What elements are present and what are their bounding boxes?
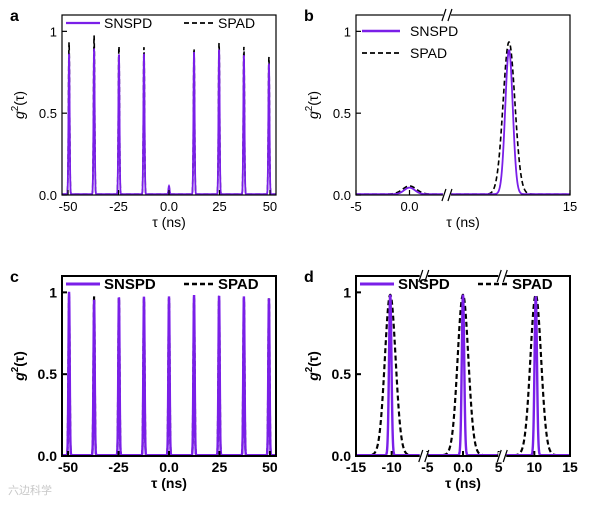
- series-spad-line: [356, 41, 570, 195]
- x-tick-label: -50: [59, 199, 78, 214]
- axis-break-gap: [419, 452, 428, 460]
- legend: SNSPD SPAD: [360, 276, 553, 293]
- y-axis-label: g2(τ): [304, 351, 321, 382]
- x-tick-label: -50: [58, 459, 78, 475]
- axis-break-mark: [502, 269, 508, 283]
- y-tick-label: 0.5: [39, 106, 57, 121]
- x-axis-label: τ (ns): [151, 475, 187, 491]
- panel-letter: a: [10, 8, 19, 25]
- panel-letter: b: [304, 8, 314, 25]
- y-tick-label: 0.5: [332, 366, 352, 382]
- axis-break-mark: [418, 449, 424, 463]
- legend-label-spad: SPAD: [512, 276, 553, 293]
- axis-break-gap: [442, 11, 451, 19]
- axis-break-mark: [496, 269, 502, 283]
- x-tick-label: 25: [212, 459, 228, 475]
- axis-break-mark: [441, 188, 447, 202]
- panel-d: d -15 -10 -5 0.0 5 10 15 0.0 0.5 1 τ (ns) g2(τ) SNSPD…: [304, 269, 578, 491]
- x-tick-label: 50: [262, 459, 278, 475]
- x-tick-label: 15: [562, 459, 578, 475]
- watermark: 六边科学: [8, 485, 52, 497]
- panel-letter: d: [304, 269, 314, 286]
- x-axis-label: τ (ns): [446, 214, 480, 230]
- x-tick-label: 15: [563, 199, 577, 214]
- y-tick-label: 0.0: [38, 448, 58, 464]
- axis-break-mark: [447, 188, 453, 202]
- y-tick-label: 1: [343, 284, 351, 300]
- y-tick-label: 0.5: [38, 366, 58, 382]
- x-tick-label: 0.0: [400, 199, 418, 214]
- x-tick-label: -25: [109, 199, 128, 214]
- legend-label-snspd: SNSPD: [104, 276, 156, 293]
- x-tick-label: -10: [382, 459, 402, 475]
- axis-break-mark: [441, 8, 447, 22]
- axis-break-gap: [442, 191, 451, 199]
- axis-break-gap: [498, 272, 507, 280]
- x-tick-label: -15: [346, 459, 366, 475]
- legend-label-spad: SPAD: [218, 276, 259, 293]
- axis-break-mark: [496, 449, 502, 463]
- axis-break-mark: [424, 449, 430, 463]
- legend-label-snspd: SNSPD: [104, 15, 152, 31]
- y-tick-label: 1: [49, 284, 57, 300]
- y-tick-label: 0.0: [332, 448, 352, 464]
- y-tick-label: 0.0: [333, 188, 351, 203]
- axis-break-gap: [419, 272, 428, 280]
- x-tick-label: 50: [263, 199, 277, 214]
- x-tick-label: 5: [495, 459, 503, 475]
- axis-break-mark: [424, 269, 430, 283]
- x-tick-label: -5: [421, 459, 434, 475]
- y-tick-label: 0.5: [333, 106, 351, 121]
- x-tick-label: 10: [527, 459, 543, 475]
- x-tick-label: 0.0: [453, 459, 473, 475]
- x-axis-label: τ (ns): [152, 214, 186, 230]
- legend-label-spad: SPAD: [218, 15, 255, 31]
- y-axis-label: g2(τ): [304, 91, 321, 119]
- y-axis-label: g2(τ): [10, 351, 27, 382]
- panel-a: a -50 -25 0.0 25 50 0.0 0.5 1 τ (ns) g2(τ) SNSPD SPA…: [10, 8, 277, 230]
- legend-label-spad: SPAD: [410, 45, 447, 61]
- panel-letter: c: [10, 269, 19, 286]
- series-snspd-line: [62, 48, 276, 195]
- y-axis-label: g2(τ): [10, 91, 27, 119]
- legend: SNSPD SPAD: [66, 276, 259, 293]
- y-tick-label: 0.0: [39, 188, 57, 203]
- y-tick-label: 1: [344, 24, 351, 39]
- axis-break-mark: [447, 8, 453, 22]
- axis-break-gap: [498, 452, 507, 460]
- x-tick-label: 0.0: [159, 459, 179, 475]
- x-axis-label: τ (ns): [445, 475, 481, 491]
- legend-label-snspd: SNSPD: [410, 23, 458, 39]
- axis-break-mark: [418, 269, 424, 283]
- x-tick-label: -25: [108, 459, 128, 475]
- legend: SNSPD SPAD: [66, 15, 255, 31]
- axes-frame: [355, 14, 571, 196]
- series-snspd-line: [356, 49, 570, 195]
- legend: SNSPD SPAD: [362, 23, 458, 61]
- axis-break-mark: [502, 449, 508, 463]
- y-tick-label: 1: [50, 24, 57, 39]
- legend-label-snspd: SNSPD: [398, 276, 450, 293]
- x-tick-label: 25: [212, 199, 226, 214]
- panel-c: c -50 -25 0.0 25 50 0.0 0.5 1 τ (ns) g2(τ) SNSPD SPA…: [10, 269, 278, 491]
- x-tick-label: -5: [350, 199, 362, 214]
- series-snspd-line: [62, 291, 276, 456]
- x-tick-label: 0.0: [160, 199, 178, 214]
- series-snspd-line: [356, 294, 570, 456]
